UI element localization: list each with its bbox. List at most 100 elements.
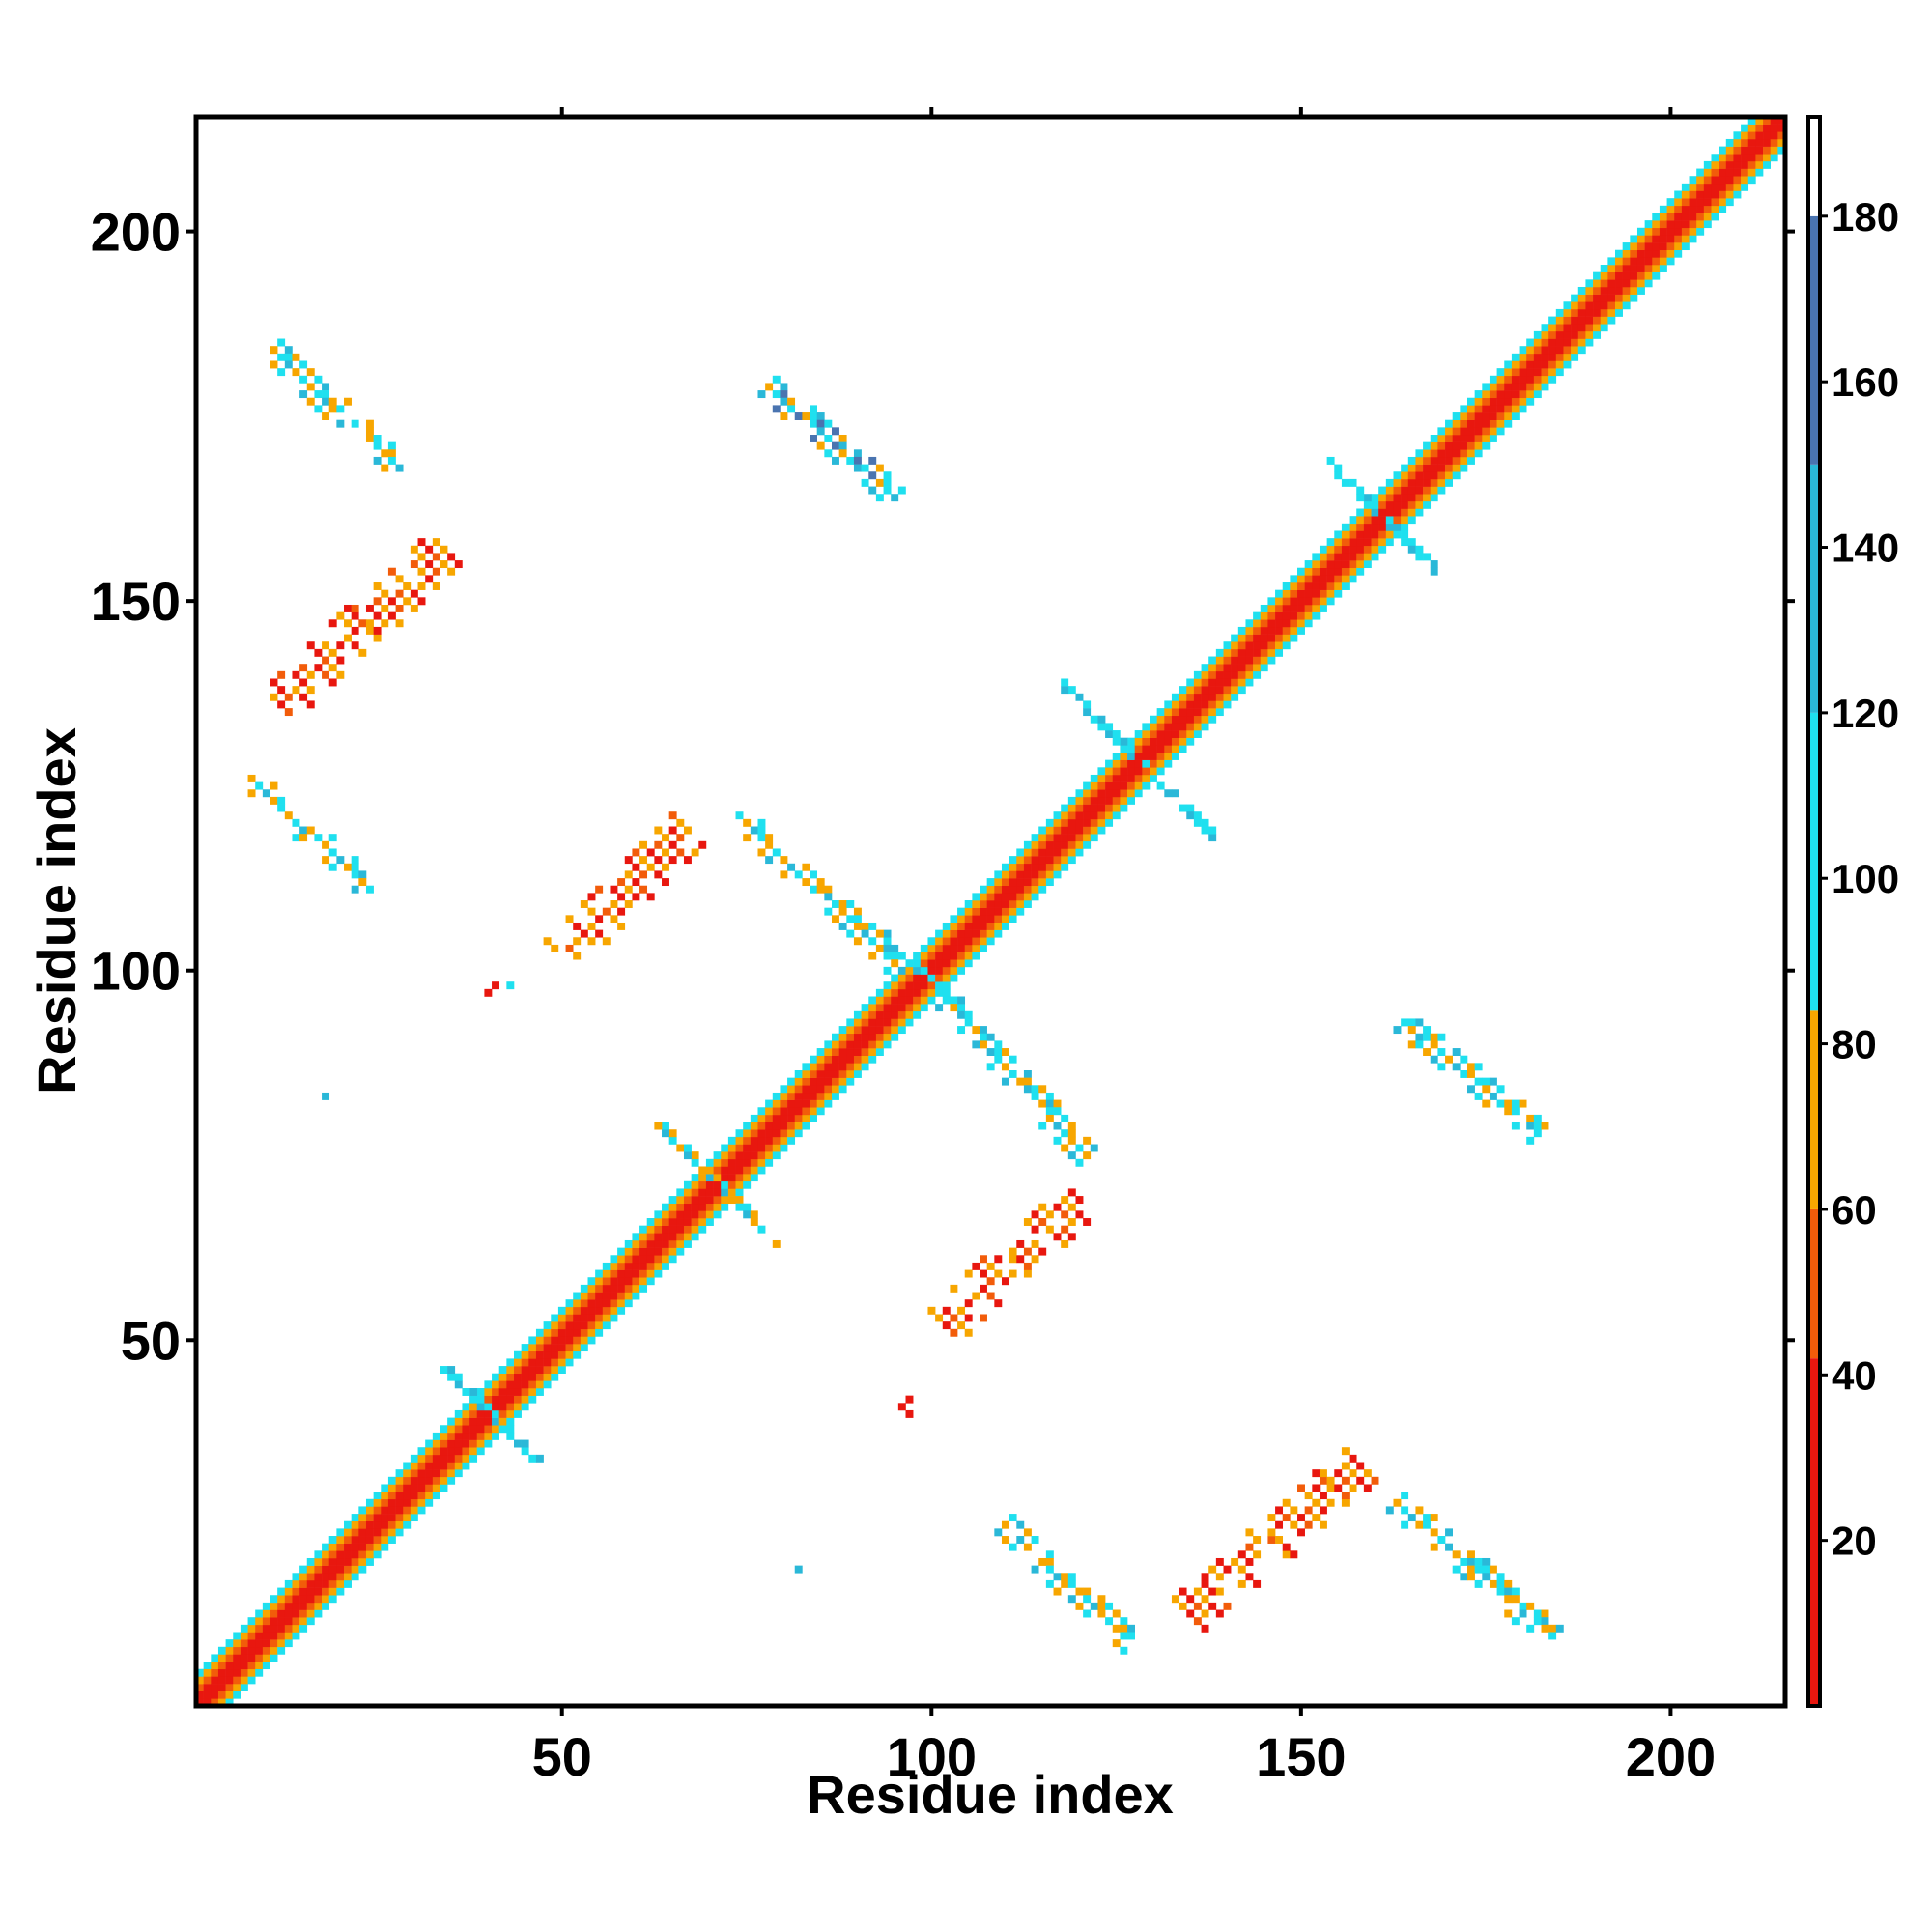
heatmap-cell	[853, 449, 862, 458]
heatmap-cell	[1504, 1107, 1513, 1116]
heatmap-cell	[336, 1579, 345, 1588]
heatmap-cell	[1045, 1099, 1054, 1108]
heatmap-cell	[514, 1409, 522, 1418]
heatmap-cell	[365, 1550, 374, 1559]
heatmap-cell	[772, 1144, 781, 1152]
heatmap-cell	[247, 1668, 256, 1677]
heatmap-cell	[573, 1292, 582, 1300]
heatmap-cell	[217, 1698, 226, 1707]
heatmap-cell	[1067, 1122, 1076, 1130]
heatmap-cell	[225, 1646, 234, 1655]
heatmap-cell	[1378, 508, 1387, 517]
heatmap-cell	[1193, 670, 1202, 679]
heatmap-cell	[1186, 804, 1195, 812]
heatmap-cell	[1763, 146, 1771, 155]
heatmap-cell	[713, 1158, 722, 1167]
heatmap-cell	[897, 1026, 906, 1035]
heatmap-cell	[662, 1129, 669, 1138]
heatmap-cell	[721, 1180, 729, 1189]
heatmap-cell	[1282, 1514, 1291, 1522]
heatmap-cell	[262, 1632, 270, 1640]
heatmap-cell	[727, 1174, 736, 1182]
heatmap-cell	[1016, 900, 1025, 908]
heatmap-cell	[668, 1225, 677, 1234]
heatmap-cell	[721, 1188, 729, 1197]
heatmap-cell	[617, 1269, 626, 1278]
heatmap-cell	[624, 1277, 633, 1286]
heatmap-cell	[646, 1255, 655, 1264]
heatmap-cell	[1615, 279, 1623, 288]
heatmap-cell	[683, 1225, 692, 1234]
heatmap-cell	[492, 1395, 499, 1404]
heatmap-cell	[365, 626, 374, 635]
heatmap-cell	[1326, 582, 1335, 590]
heatmap-cell	[255, 1662, 264, 1670]
heatmap-cell	[351, 1520, 359, 1529]
heatmap-cell	[787, 863, 796, 871]
heatmap-cell	[1600, 271, 1608, 280]
heatmap-cell	[417, 1506, 426, 1515]
heatmap-cell	[676, 1188, 685, 1197]
heatmap-cell	[1009, 915, 1017, 923]
heatmap-cell	[1541, 383, 1549, 391]
heatmap-cell	[1120, 767, 1128, 776]
heatmap-cell	[1681, 205, 1690, 213]
heatmap-cell	[980, 893, 987, 901]
heatmap-cell	[1385, 508, 1394, 517]
heatmap-cell	[521, 1403, 529, 1411]
heatmap-cell	[1326, 575, 1335, 583]
heatmap-cell	[905, 1018, 914, 1027]
heatmap-cell	[1696, 205, 1705, 213]
heatmap-cell	[1038, 878, 1047, 887]
heatmap-cell	[1504, 1595, 1513, 1604]
heatmap-cell	[1378, 516, 1387, 525]
heatmap-cell	[1304, 604, 1313, 612]
heatmap-cell	[950, 944, 958, 952]
heatmap-cell	[1290, 604, 1298, 612]
heatmap-cell	[1297, 575, 1305, 583]
heatmap-cell	[1496, 405, 1505, 413]
heatmap-cell	[1747, 124, 1756, 132]
heatmap-cell	[351, 863, 359, 871]
heatmap-cell	[832, 1085, 839, 1094]
heatmap-cell	[883, 1018, 892, 1027]
heatmap-cell	[1482, 412, 1491, 420]
colorbar-bands	[1808, 117, 1820, 1706]
heatmap-cell	[1067, 804, 1076, 812]
heatmap-cell	[1142, 759, 1151, 768]
heatmap-cell	[403, 1462, 412, 1470]
heatmap-cell	[935, 929, 944, 938]
heatmap-cell	[772, 1114, 781, 1122]
heatmap-cell	[994, 1299, 1003, 1308]
heatmap-cell	[270, 1595, 278, 1604]
heatmap-cell	[1460, 464, 1468, 472]
heatmap-cell	[314, 405, 323, 413]
heatmap-cell	[1341, 1447, 1350, 1456]
heatmap-cell	[514, 1395, 522, 1404]
heatmap-cell	[861, 1018, 869, 1027]
heatmap-cell	[403, 1520, 412, 1529]
heatmap-cell	[1571, 338, 1579, 347]
heatmap-cell	[1097, 789, 1106, 798]
heatmap-cell	[217, 1646, 226, 1655]
heatmap-cell	[1023, 848, 1032, 857]
heatmap-cell	[1023, 878, 1032, 887]
heatmap-cell	[1009, 1247, 1017, 1256]
heatmap-cell	[565, 1358, 574, 1367]
heatmap-cell	[1001, 915, 1009, 923]
heatmap-cell	[217, 1662, 226, 1670]
heatmap-cell	[1031, 834, 1039, 842]
heatmap-cell	[1179, 730, 1187, 738]
heatmap-cell	[1253, 634, 1262, 642]
heatmap-cell	[1496, 1587, 1505, 1596]
heatmap-cell	[1105, 767, 1114, 776]
heatmap-cell	[1615, 286, 1623, 295]
heatmap-cell	[336, 1536, 345, 1544]
heatmap-cell	[1053, 1233, 1062, 1241]
heatmap-cell	[1474, 412, 1483, 420]
heatmap-cell	[1519, 405, 1527, 413]
heatmap-cell	[247, 1617, 256, 1626]
heatmap-cell	[1460, 427, 1468, 436]
heatmap-cell	[654, 870, 663, 879]
heatmap-cell	[344, 1557, 352, 1566]
